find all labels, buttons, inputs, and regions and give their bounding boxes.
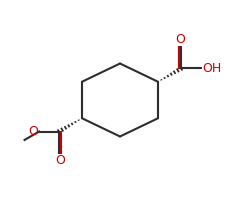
Text: O: O	[28, 125, 38, 138]
Text: O: O	[55, 154, 65, 167]
Text: O: O	[175, 33, 185, 46]
Text: OH: OH	[202, 62, 221, 75]
